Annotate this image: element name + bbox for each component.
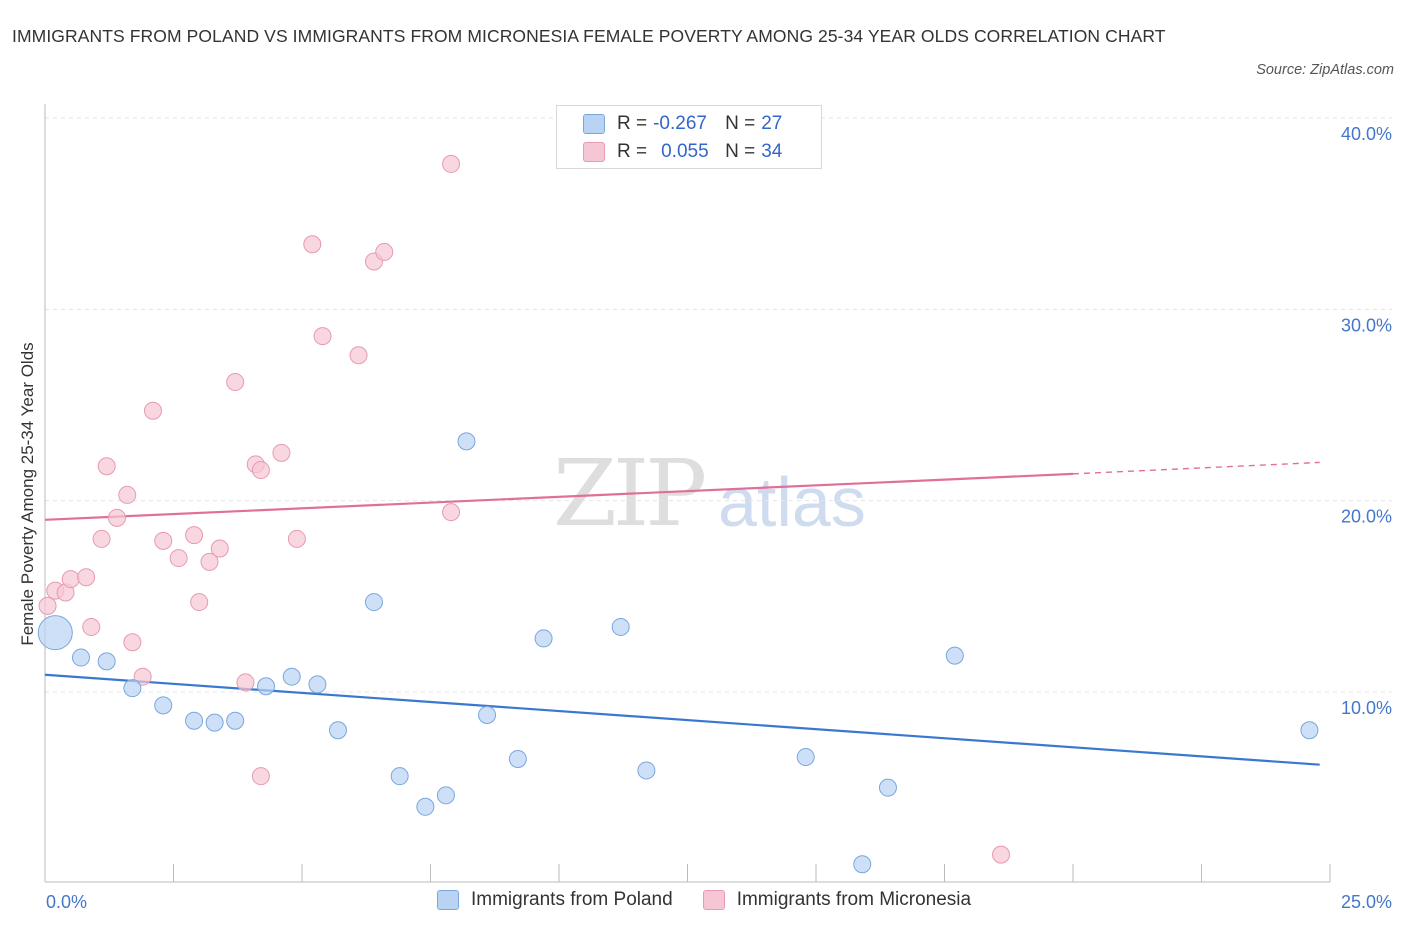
point-poland xyxy=(390,767,409,786)
point-poland xyxy=(185,711,204,730)
point-micronesia xyxy=(133,667,152,686)
r-value-micronesia: 0.055 xyxy=(661,141,709,162)
point-micronesia xyxy=(143,401,162,420)
watermark-atlas: atlas xyxy=(718,463,866,541)
n-value-micronesia: 34 xyxy=(761,141,783,162)
y-tick-label: 20.0% xyxy=(1341,507,1392,527)
point-micronesia xyxy=(992,845,1011,864)
point-micronesia xyxy=(97,457,116,476)
micronesia-swatch xyxy=(583,142,605,162)
point-micronesia xyxy=(92,529,111,548)
point-poland xyxy=(123,679,142,698)
y-tick-label: 30.0% xyxy=(1341,315,1392,335)
legend-item-poland[interactable]: Immigrants from Poland xyxy=(437,889,673,911)
point-micronesia xyxy=(123,633,142,652)
point-poland xyxy=(328,721,347,740)
point-poland xyxy=(637,761,656,780)
point-poland xyxy=(878,778,897,797)
x-tick-label: 25.0% xyxy=(1341,892,1392,912)
point-micronesia xyxy=(77,568,96,587)
legend-row-poland: R = -0.267 N = 27 xyxy=(583,111,782,137)
point-micronesia xyxy=(226,373,245,392)
y-tick-labels: 10.0% 20.0% 30.0% 40.0% xyxy=(1341,124,1392,718)
point-poland xyxy=(71,648,90,667)
legend-label-micronesia: Immigrants from Micronesia xyxy=(736,889,972,910)
point-poland xyxy=(508,749,527,768)
r-label: R = xyxy=(617,141,648,162)
x-tick-labels: 0.0% 25.0% xyxy=(46,892,1392,912)
poland-swatch xyxy=(437,890,459,910)
point-poland xyxy=(37,615,73,651)
point-poland xyxy=(308,675,327,694)
chart-title: IMMIGRANTS FROM POLAND VS IMMIGRANTS FRO… xyxy=(12,26,1166,46)
point-micronesia xyxy=(107,508,126,527)
point-micronesia xyxy=(349,346,368,365)
data-points xyxy=(37,154,1319,874)
point-micronesia xyxy=(190,593,209,612)
point-micronesia xyxy=(442,503,461,522)
y-tick-label: 10.0% xyxy=(1341,698,1392,718)
point-micronesia xyxy=(185,526,204,545)
point-poland xyxy=(226,711,245,730)
point-poland xyxy=(282,667,301,686)
point-micronesia xyxy=(236,673,255,692)
legend-label-poland: Immigrants from Poland xyxy=(471,889,673,910)
point-micronesia xyxy=(82,617,101,636)
point-poland xyxy=(457,432,476,451)
n-label: N = xyxy=(725,141,756,162)
point-poland xyxy=(97,652,116,671)
point-poland xyxy=(534,629,553,648)
y-axis-label: Female Poverty Among 25-34 Year Olds xyxy=(18,342,37,645)
point-micronesia xyxy=(169,549,188,568)
micronesia-swatch xyxy=(702,890,725,910)
trend-lines xyxy=(44,461,1320,766)
x-tick-label: 0.0% xyxy=(46,892,87,912)
point-micronesia xyxy=(154,531,173,550)
n-value-poland: 27 xyxy=(761,113,783,134)
point-micronesia xyxy=(287,529,306,548)
point-poland xyxy=(416,797,435,816)
r-label: R = xyxy=(617,113,648,134)
trend-extension-micronesia xyxy=(1072,461,1320,475)
trend-line-micronesia xyxy=(44,472,1074,521)
point-poland xyxy=(205,713,224,732)
point-micronesia xyxy=(38,596,57,615)
point-poland xyxy=(611,617,630,636)
point-poland xyxy=(436,786,455,805)
point-micronesia xyxy=(200,552,219,571)
point-poland xyxy=(853,855,872,874)
legend-item-micronesia[interactable]: Immigrants from Micronesia xyxy=(702,889,972,911)
point-poland xyxy=(478,705,497,724)
legend-row-micronesia: R = 0.055 N = 34 xyxy=(583,139,782,165)
poland-swatch xyxy=(583,114,605,134)
point-micronesia xyxy=(251,767,270,786)
source-label: Source: ZipAtlas.com xyxy=(1256,62,1394,78)
axes xyxy=(44,104,1331,883)
point-micronesia xyxy=(375,242,394,261)
grid-lines xyxy=(45,117,1392,693)
correlation-legend: R = -0.267 N = 27 R = 0.055 N = 34 xyxy=(556,105,822,169)
trend-line-poland xyxy=(44,673,1320,766)
point-micronesia xyxy=(442,154,461,173)
point-micronesia xyxy=(272,443,291,462)
point-micronesia xyxy=(61,570,80,589)
point-micronesia xyxy=(210,539,229,558)
point-micronesia xyxy=(251,461,270,480)
series-legend: Immigrants from Poland Immigrants from M… xyxy=(437,889,1001,911)
point-poland xyxy=(364,593,383,612)
point-poland xyxy=(257,677,276,696)
point-micronesia xyxy=(313,327,332,346)
n-label: N = xyxy=(725,113,756,134)
point-poland xyxy=(154,696,173,715)
point-micronesia xyxy=(118,485,137,504)
point-poland xyxy=(945,646,964,665)
r-value-poland: -0.267 xyxy=(653,113,707,134)
y-tick-label: 40.0% xyxy=(1341,124,1392,144)
point-poland xyxy=(1300,721,1319,740)
point-poland xyxy=(796,748,815,767)
point-micronesia xyxy=(303,235,322,254)
